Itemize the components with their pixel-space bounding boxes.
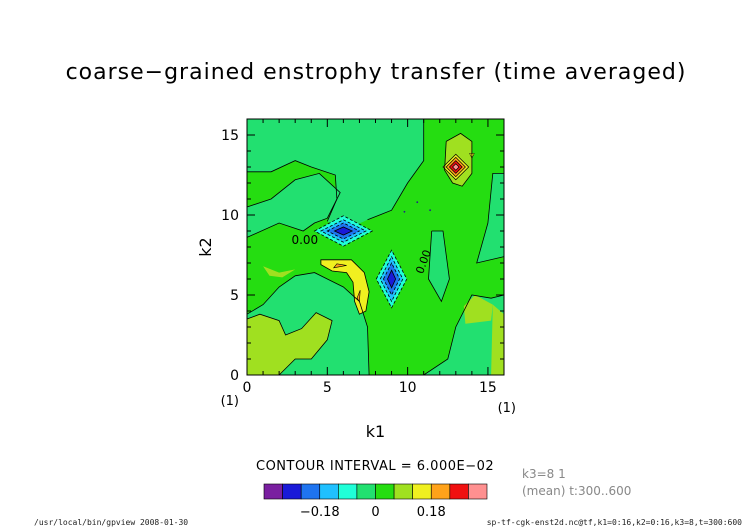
contour-region-positive-low-2: [263, 266, 296, 278]
info-line-level: k3=8 1: [522, 467, 566, 481]
info-line-time: (mean) t:300..600: [522, 484, 632, 498]
contour-region-negative-low-7: [394, 159, 408, 174]
zero-contour-line-6: [476, 172, 505, 264]
y-tick-label-0: 0: [230, 368, 239, 384]
colorbar-swatch-7: [375, 483, 395, 500]
footer-right: sp-tf-cgk-enst2d.nc@tf,k1=0:16,k2=0:16,k…: [486, 518, 742, 527]
colorbar-swatch-4: [319, 483, 339, 500]
x-tick-label-15: 15: [479, 380, 497, 396]
info-block: k3=8 1 (mean) t:300..600: [522, 466, 631, 500]
contour-region-positive-low-3: [463, 295, 493, 324]
contour-dot-1: [403, 210, 406, 213]
x-axis-label: k1: [366, 422, 385, 441]
y-axis-label: k2: [196, 237, 215, 256]
colorbar-swatch-9: [412, 483, 432, 500]
contour-dot-2: [416, 201, 419, 204]
contour-layer: 0.000.00: [246, 119, 505, 376]
contour-region-positive-low-1: [247, 312, 333, 375]
zero-contour-line-8: [246, 312, 333, 376]
x-tick-label-10: 10: [399, 380, 417, 396]
colorbar-swatch-1: [263, 483, 283, 500]
contour-interval-label: CONTOUR INTERVAL = 6.000E−02: [256, 459, 495, 474]
zero-contour-line-3: [367, 119, 425, 221]
contour-region-negative-low-2: [247, 173, 341, 238]
colorbar-swatch-6: [356, 483, 376, 500]
zero-contour-line-9: [444, 132, 473, 187]
negative-extremum-2-level-4: [387, 269, 397, 289]
footer-left: /usr/local/bin/gpview 2008-01-30: [34, 518, 189, 527]
contour-region-negative-low-6: [476, 173, 504, 263]
contour-region-negative-low-5: [428, 231, 450, 302]
x-tick-label-5: 5: [323, 380, 332, 396]
positive-maximum-level-4: [452, 163, 460, 171]
colorbar-swatch-5: [338, 483, 358, 500]
colorbar-swatch-11: [449, 483, 469, 500]
x-axis-note: (1): [498, 401, 516, 416]
y-tick-label-15: 15: [221, 128, 239, 144]
zero-contour-line-5: [423, 294, 505, 376]
positive-feature-marker-1: [332, 263, 347, 269]
zero-contour-line-7: [428, 230, 450, 303]
colorbar-swatch-2: [282, 483, 302, 500]
zero-contour-line-4: [246, 272, 370, 376]
positive-feature-yellow: [320, 259, 370, 315]
zero-contour-line-2: [247, 160, 338, 222]
y-tick-label-10: 10: [221, 208, 239, 224]
contour-region-positive-low-4: [491, 304, 504, 375]
chart-title: coarse−grained enstrophy transfer (time …: [65, 60, 687, 85]
colorbar-tick-label-2: 0: [371, 505, 379, 520]
colorbar-swatch-3: [300, 483, 321, 500]
y-axis-note: (1): [221, 394, 239, 409]
colorbar-swatch-8: [393, 483, 413, 500]
negative-extremum-1-level-4: [333, 226, 354, 236]
colorbar-swatch-12: [468, 483, 488, 500]
contour-dot-3: [429, 209, 432, 212]
colorbar-swatch-10: [430, 483, 451, 500]
x-tick-label-0: 0: [243, 380, 252, 396]
y-tick-label-5: 5: [230, 288, 239, 304]
colorbar-tick-label-3: 0.18: [417, 505, 446, 520]
contour-label-zero-1: 0.00: [291, 233, 318, 247]
colorbar-tick-label-1: −0.18: [300, 505, 340, 520]
